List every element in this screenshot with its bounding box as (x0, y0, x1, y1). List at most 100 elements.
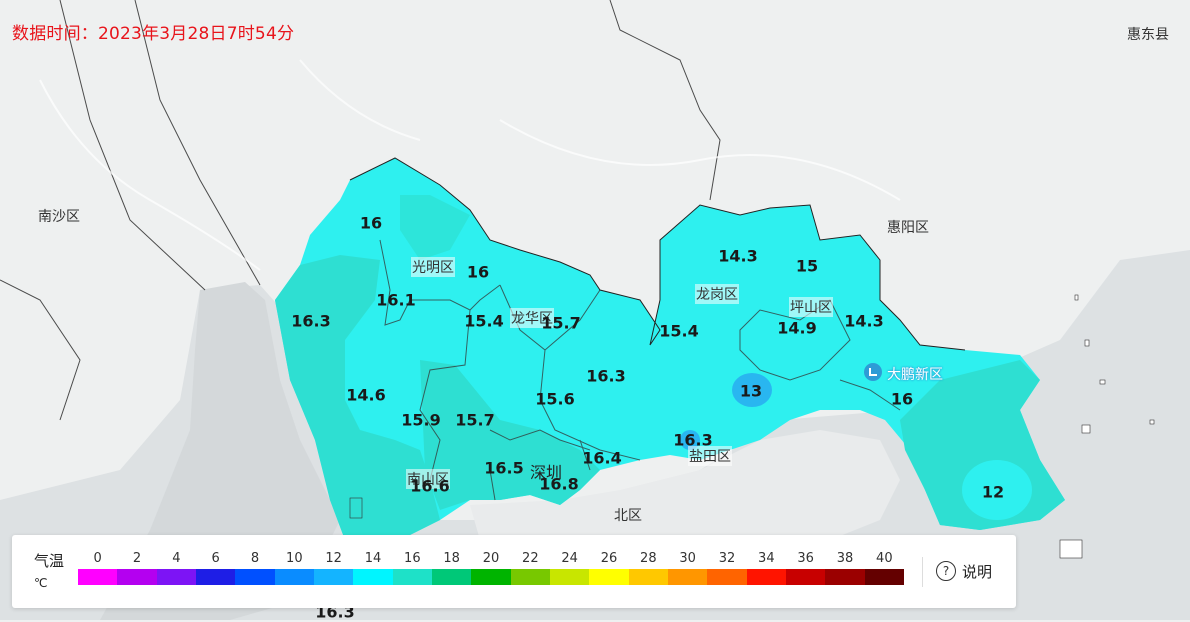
legend-swatch (864, 569, 904, 585)
legend-swatch (235, 569, 275, 585)
temp-reading: 14.6 (346, 385, 386, 405)
legend-tick-label: 18 (443, 551, 460, 566)
legend-swatch (117, 569, 157, 585)
legend-swatch (313, 569, 354, 585)
legend-swatch (589, 569, 629, 585)
legend-tick-label: 24 (561, 551, 578, 566)
legend-swatch (785, 569, 826, 585)
legend-tick-label: 32 (718, 551, 736, 566)
temp-reading: 16.3 (673, 430, 713, 450)
legend-tick-label: 26 (600, 551, 618, 566)
temp-reading: 15.9 (401, 410, 441, 430)
legend-swatch (825, 569, 865, 585)
legend-color-bar (78, 569, 904, 585)
legend-tick-label: 16 (404, 551, 421, 566)
legend-swatch (195, 569, 236, 585)
help-button[interactable]: ? 说明 (936, 559, 992, 583)
legend-tick-label: 38 (836, 551, 854, 566)
place-huidong: 惠东县 (1127, 27, 1169, 43)
temp-reading: 14.3 (844, 311, 884, 331)
legend-tick-label: 30 (679, 551, 696, 566)
legend-tick-label: 8 (250, 551, 260, 566)
temp-reading: 16 (890, 389, 914, 409)
hongkong-land (470, 430, 900, 560)
legend-tick-label: 6 (211, 551, 220, 566)
legend-tick-label: 12 (325, 551, 342, 566)
temp-reading: 15.4 (464, 311, 504, 331)
temp-reading: 16.3 (291, 311, 331, 331)
cool-spot-east (732, 373, 772, 407)
place-beiqu: 北区 (614, 508, 642, 524)
warm-zone-west (275, 255, 440, 605)
legend-swatch (510, 569, 550, 585)
district-boundaries (379, 239, 901, 501)
legend-swatch (549, 569, 590, 585)
legend-swatch (392, 569, 432, 585)
place-dapeng: 大鹏新区 (887, 367, 943, 383)
legend-swatch (667, 569, 708, 585)
legend-panel: 气温 ℃ 0 2 4 6 8 10 12 14 16 18 20 22 24 26 28 30 32 34 36 38… (12, 535, 1016, 608)
shenzhen-border (349, 157, 966, 351)
landmark-icon (864, 363, 882, 381)
place-pingshan: 坪山区 (789, 297, 833, 317)
legend-tick-label: 20 (482, 551, 500, 566)
warm-zone-south (420, 360, 600, 510)
data-timestamp: 数据时间：2023年3月28日7时54分 (12, 24, 295, 44)
warm-zone-north (400, 195, 470, 260)
place-guangming: 光明区 (411, 257, 455, 277)
legend-swatch (707, 569, 747, 585)
legend-swatch (78, 569, 118, 585)
legend-swatch (431, 569, 472, 585)
temp-reading: 13 (739, 381, 763, 401)
legend-swatch (628, 569, 668, 585)
temp-reading: 16.6 (410, 476, 450, 496)
temp-reading: 12 (981, 482, 1005, 502)
legend-title: 气温 (34, 552, 65, 570)
place-longgang: 龙岗区 (695, 284, 739, 304)
temp-reading: 16 (466, 262, 490, 282)
temp-reading: 15.7 (455, 410, 495, 430)
place-nansha: 南沙区 (38, 209, 80, 225)
temp-reading: 14.3 (718, 246, 758, 266)
temp-reading: 16.8 (539, 474, 579, 494)
place-huiyang: 惠阳区 (887, 220, 929, 236)
temp-reading: 16.1 (376, 290, 416, 310)
legend-tick-label: 28 (640, 551, 657, 566)
temp-reading: 16.3 (586, 366, 626, 386)
islands (349, 294, 1155, 559)
place-nanshan: 南山区 (406, 469, 450, 489)
legend-tick-label: 34 (758, 551, 775, 566)
road-lines (0, 0, 721, 421)
legend-unit: ℃ (34, 576, 48, 590)
temp-reading: 16.5 (484, 458, 524, 478)
legend-tick-label: 36 (797, 551, 814, 566)
legend-ticks: 0 2 4 6 8 10 12 14 16 18 20 22 24 26 28 30 32 34 36 38 40 (78, 551, 904, 567)
temp-reading: 15.6 (535, 389, 575, 409)
legend-swatch (156, 569, 196, 585)
legend-tick-label: 0 (93, 551, 102, 566)
temp-reading: 14.9 (777, 318, 817, 338)
help-label: 说明 (962, 562, 993, 581)
legend-swatch (353, 569, 393, 585)
legend-tick-label: 14 (364, 551, 382, 566)
legend-tick-label: 22 (522, 551, 539, 566)
legend-tick-label: 10 (286, 551, 303, 566)
legend-tick-label: 2 (132, 551, 142, 566)
terrain-river (39, 59, 901, 271)
place-shenzhen: 深圳 (530, 463, 563, 482)
legend-swatch (746, 569, 786, 585)
question-icon: ? (936, 561, 956, 581)
place-yantian: 盐田区 (688, 446, 732, 466)
temp-reading: 16 (359, 213, 383, 233)
temp-reading: 15.4 (659, 321, 699, 341)
temp-reading: 15.7 (541, 313, 581, 333)
legend-tick-label: 4 (172, 551, 181, 566)
place-longhua: 龙华区 (510, 308, 554, 328)
cool-spot-dapeng (962, 460, 1032, 520)
legend-swatch (274, 569, 314, 585)
temp-reading: 15 (795, 256, 819, 276)
legend-divider (922, 557, 923, 587)
cool-spot-south (680, 430, 700, 450)
legend-swatch (471, 569, 511, 585)
